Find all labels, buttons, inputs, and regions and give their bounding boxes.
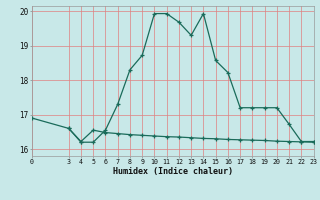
X-axis label: Humidex (Indice chaleur): Humidex (Indice chaleur) xyxy=(113,167,233,176)
